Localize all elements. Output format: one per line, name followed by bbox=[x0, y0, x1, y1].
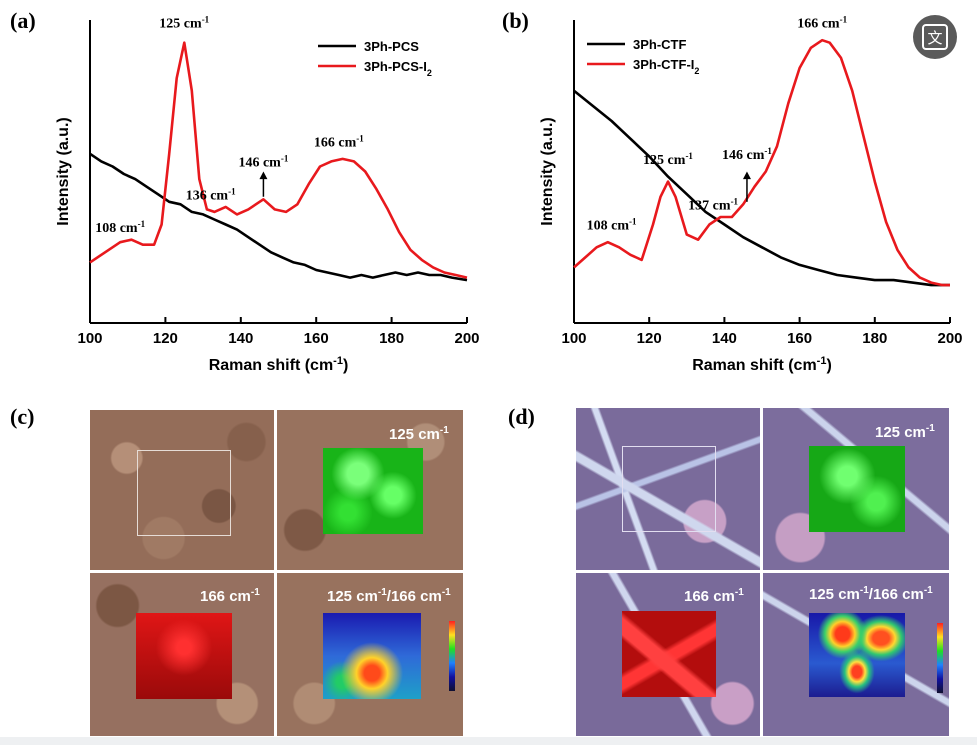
green-map-c bbox=[323, 448, 423, 534]
selection-box bbox=[137, 450, 231, 536]
series-line-2 bbox=[573, 38, 950, 287]
panel-label-d: (d) bbox=[508, 404, 535, 429]
panel-label-c: (c) bbox=[10, 404, 35, 429]
translate-icon: 文 bbox=[922, 24, 948, 50]
x-tick-label: 160 bbox=[787, 330, 812, 347]
legend-label-2: 3Ph-PCS-I2 bbox=[364, 59, 432, 78]
peak-annotation: 125 cm-1 bbox=[159, 15, 209, 32]
x-tick-label: 200 bbox=[454, 330, 479, 347]
arrow-head bbox=[742, 171, 751, 180]
map-tile-d-125: 125 cm-1 bbox=[763, 408, 949, 570]
panel-label-a: (a) bbox=[10, 8, 36, 33]
x-tick-label: 180 bbox=[379, 330, 404, 347]
map-label-c-ratio: 125 cm-1/166 cm-1 bbox=[327, 587, 451, 605]
x-tick-label: 120 bbox=[153, 330, 178, 347]
map-tile-c-125: 125 cm-1 bbox=[277, 410, 463, 570]
legend-label-1: 3Ph-CTF bbox=[633, 37, 687, 52]
raman-chart-a: 100 120 140 160 180 200 Raman shift (cm-1) Inte… bbox=[55, 15, 480, 374]
selection-box bbox=[622, 446, 716, 532]
peak-annotation: 125 cm-1 bbox=[643, 151, 693, 168]
bottom-rule bbox=[0, 737, 977, 745]
x-tick-label: 160 bbox=[304, 330, 329, 347]
peak-annotation: 146 cm-1 bbox=[722, 146, 772, 163]
x-tick-label: 100 bbox=[561, 330, 586, 347]
x-tick-label: 180 bbox=[862, 330, 887, 347]
peak-annotation: 166 cm-1 bbox=[314, 133, 364, 150]
legend-label-1: 3Ph-PCS bbox=[364, 39, 419, 54]
map-label-d-125: 125 cm-1 bbox=[875, 423, 935, 441]
red-map-d bbox=[622, 611, 716, 697]
series-line-1 bbox=[573, 89, 950, 287]
map-tile-d-166: 166 cm-1 bbox=[576, 573, 760, 736]
ratio-map-d bbox=[809, 613, 905, 697]
peak-annotation: 166 cm-1 bbox=[797, 15, 847, 32]
legend-label-2: 3Ph-CTF-I2 bbox=[633, 57, 699, 76]
optical-image-d bbox=[576, 408, 760, 570]
map-label-d-ratio: 125 cm-1/166 cm-1 bbox=[809, 585, 933, 603]
peak-annotation: 108 cm-1 bbox=[95, 219, 145, 236]
translate-button[interactable]: 文 bbox=[913, 15, 957, 59]
x-tick-label: 120 bbox=[637, 330, 662, 347]
series-line-1 bbox=[89, 152, 468, 282]
x-tick-label: 200 bbox=[937, 330, 962, 347]
optical-image-c bbox=[90, 410, 274, 570]
panel-label-b: (b) bbox=[502, 8, 529, 33]
x-tick-label: 140 bbox=[228, 330, 253, 347]
green-map-d bbox=[809, 446, 905, 532]
map-tile-c-166: 166 cm-1 bbox=[90, 573, 274, 736]
color-scale-c bbox=[449, 621, 455, 691]
peak-annotation: 146 cm-1 bbox=[238, 153, 288, 170]
map-label-c-166: 166 cm-1 bbox=[200, 587, 260, 605]
raman-chart-b: 100 120 140 160 180 200 Raman shift (cm-1) Inte… bbox=[539, 15, 963, 374]
y-axis-title: Intensity (a.u.) bbox=[539, 117, 556, 225]
y-axis-title: Intensity (a.u.) bbox=[55, 117, 72, 225]
arrow-head bbox=[259, 171, 268, 180]
map-label-d-166: 166 cm-1 bbox=[684, 587, 744, 605]
map-tile-c-ratio: 125 cm-1/166 cm-1 bbox=[277, 573, 463, 736]
x-tick-label: 100 bbox=[77, 330, 102, 347]
peak-annotation: 137 cm-1 bbox=[688, 196, 738, 213]
map-tile-d-ratio: 125 cm-1/166 cm-1 bbox=[763, 573, 949, 736]
peak-annotation: 136 cm-1 bbox=[186, 186, 236, 203]
x-axis-title: Raman shift (cm-1) bbox=[692, 355, 832, 374]
x-axis-title: Raman shift (cm-1) bbox=[209, 355, 349, 374]
peak-annotation: 108 cm-1 bbox=[587, 217, 637, 234]
map-label-c-125: 125 cm-1 bbox=[389, 425, 449, 443]
ratio-map-c bbox=[323, 613, 421, 699]
color-scale-d bbox=[937, 623, 943, 693]
series-line-2 bbox=[89, 41, 468, 279]
red-map-c bbox=[136, 613, 232, 699]
x-tick-label: 140 bbox=[712, 330, 737, 347]
